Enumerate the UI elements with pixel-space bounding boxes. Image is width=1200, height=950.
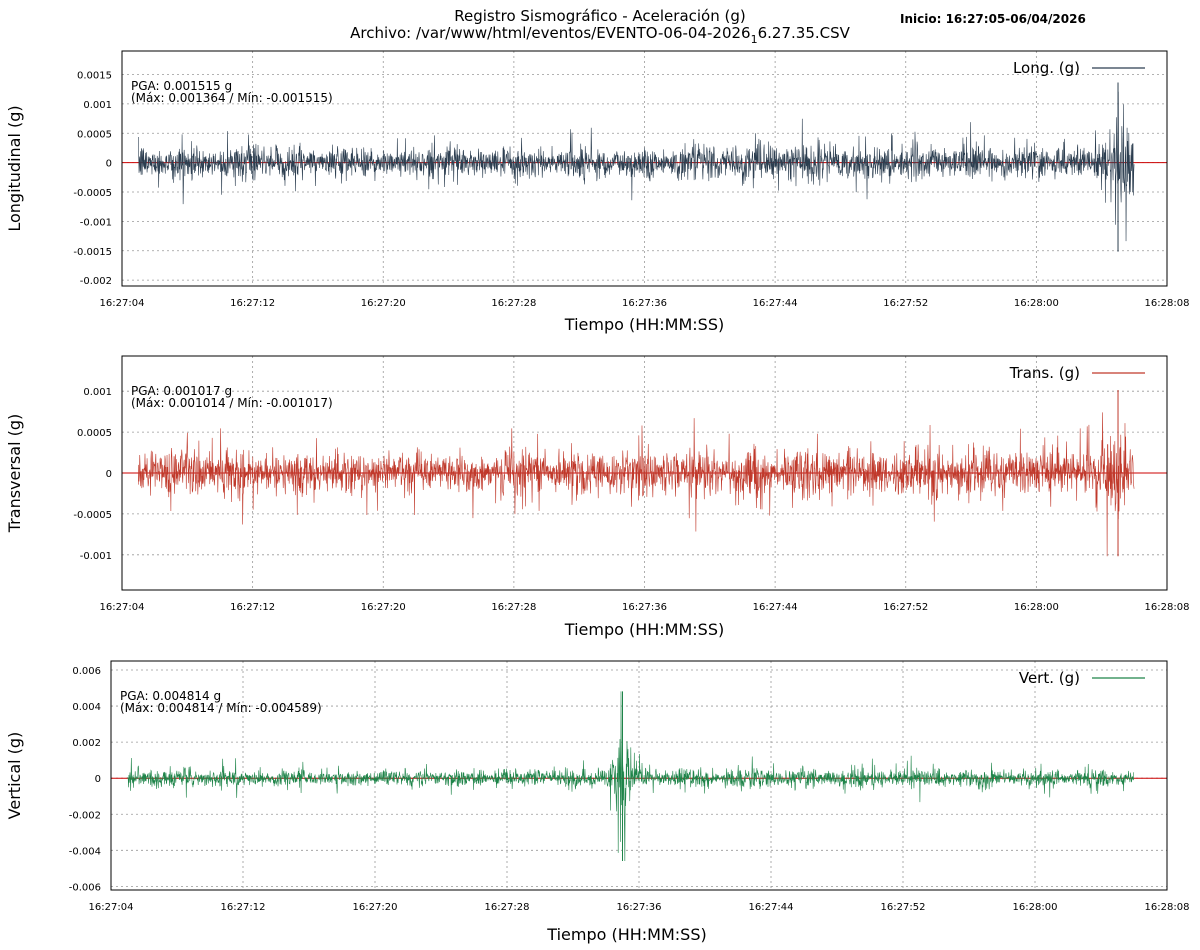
x-tick-label: 16:27:44 bbox=[753, 602, 798, 613]
x-tick-label: 16:27:04 bbox=[89, 902, 134, 913]
x-axis-label: Tiempo (HH:MM:SS) bbox=[564, 620, 724, 639]
y-tick-label: -0.002 bbox=[80, 276, 112, 287]
legend-label: Vert. (g) bbox=[1019, 669, 1080, 687]
y-tick-label: -0.001 bbox=[80, 217, 112, 228]
maxmin-label: (Máx: 0.001014 / Mín: -0.001017) bbox=[131, 396, 333, 410]
y-tick-label: 0 bbox=[106, 159, 112, 170]
x-tick-label: 16:27:04 bbox=[100, 298, 145, 309]
start-time-label: Inicio: 16:27:05-06/04/2026 bbox=[900, 12, 1086, 26]
legend-label: Long. (g) bbox=[1013, 59, 1080, 77]
chart-subtitle: Archivo: /var/www/html/eventos/EVENTO-06… bbox=[350, 24, 851, 46]
y-tick-label: -0.004 bbox=[69, 846, 101, 857]
y-tick-label: 0.0005 bbox=[77, 428, 112, 439]
x-tick-label: 16:27:44 bbox=[749, 902, 794, 913]
maxmin-label: (Máx: 0.004814 / Mín: -0.004589) bbox=[120, 701, 322, 715]
x-tick-label: 16:27:12 bbox=[221, 902, 266, 913]
legend-label: Trans. (g) bbox=[1009, 364, 1080, 382]
chart-title: Registro Sismográfico - Aceleración (g) bbox=[454, 7, 745, 25]
x-axis-label: Tiempo (HH:MM:SS) bbox=[546, 925, 706, 944]
x-tick-label: 16:27:04 bbox=[100, 602, 145, 613]
panel-transversal: 16:27:04 16:27:12 16:27:20 16:27:28 16:27:36… bbox=[5, 355, 1190, 639]
x-tick-label: 16:27:20 bbox=[353, 902, 398, 913]
pga-label: PGA: 0.001017 g bbox=[131, 384, 232, 398]
subtitle-prefix: Archivo: /var/www/html/eventos/EVENTO-06… bbox=[350, 24, 751, 42]
y-tick-label: -0.006 bbox=[69, 882, 101, 893]
maxmin-label: (Máx: 0.001364 / Mín: -0.001515) bbox=[131, 91, 333, 105]
y-tick-label: 0 bbox=[95, 774, 101, 785]
y-axis-label: Longitudinal (g) bbox=[5, 105, 24, 231]
y-tick-label: -0.0015 bbox=[73, 247, 112, 258]
waveform-longitudinal bbox=[138, 91, 1135, 242]
y-tick-label: -0.0005 bbox=[73, 188, 112, 199]
x-tick-label: 16:27:52 bbox=[881, 902, 926, 913]
y-tick-label: -0.001 bbox=[80, 551, 112, 562]
x-tick-label: 16:27:28 bbox=[485, 902, 530, 913]
x-tick-label: 16:28:08 bbox=[1145, 902, 1190, 913]
x-tick-label: 16:27:20 bbox=[361, 602, 406, 613]
x-tick-label: 16:27:28 bbox=[491, 298, 536, 309]
y-tick-label: 0.001 bbox=[83, 100, 112, 111]
x-tick-label: 16:28:08 bbox=[1145, 298, 1190, 309]
x-tick-label: 16:27:44 bbox=[753, 298, 798, 309]
plot-frame bbox=[121, 50, 1168, 287]
pga-label: PGA: 0.001515 g bbox=[131, 79, 232, 93]
x-tick-label: 16:28:00 bbox=[1013, 902, 1058, 913]
x-axis-label: Tiempo (HH:MM:SS) bbox=[564, 315, 724, 334]
x-tick-label: 16:27:28 bbox=[491, 602, 536, 613]
y-tick-label: 0.002 bbox=[72, 738, 101, 749]
plot-frame bbox=[110, 660, 1168, 891]
y-tick-label: 0.006 bbox=[72, 666, 101, 677]
x-tick-label: 16:27:52 bbox=[883, 298, 928, 309]
panel-longitudinal: 16:27:04 16:27:12 16:27:20 16:27:28 16:27:36… bbox=[5, 50, 1190, 334]
x-tick-label: 16:28:08 bbox=[1145, 602, 1190, 613]
panels: 16:27:04 16:27:12 16:27:20 16:27:28 16:27:36… bbox=[5, 50, 1190, 944]
y-tick-label: 0.004 bbox=[72, 702, 101, 713]
x-tick-label: 16:27:52 bbox=[883, 602, 928, 613]
waveform-vertical bbox=[127, 691, 1135, 861]
y-axis-label: Transversal (g) bbox=[5, 414, 24, 533]
y-tick-label: -0.002 bbox=[69, 810, 101, 821]
waveform-transversal bbox=[138, 412, 1135, 557]
subtitle-suffix: 6.27.35.CSV bbox=[758, 24, 851, 42]
x-tick-label: 16:27:36 bbox=[622, 602, 667, 613]
y-tick-label: 0.0015 bbox=[77, 71, 112, 82]
y-axis-label: Vertical (g) bbox=[5, 732, 24, 820]
x-tick-label: 16:27:36 bbox=[617, 902, 662, 913]
panel-vertical: 16:27:04 16:27:12 16:27:20 16:27:28 16:27:36… bbox=[5, 660, 1190, 944]
x-tick-label: 16:27:20 bbox=[361, 298, 406, 309]
y-tick-label: 0.001 bbox=[83, 387, 112, 398]
x-tick-label: 16:27:12 bbox=[230, 298, 275, 309]
y-tick-label: 0 bbox=[106, 469, 112, 480]
x-tick-label: 16:27:12 bbox=[230, 602, 275, 613]
plot-frame bbox=[121, 355, 1168, 591]
x-tick-label: 16:28:00 bbox=[1014, 602, 1059, 613]
subtitle-subscript: 1 bbox=[751, 33, 758, 46]
y-tick-label: 0.0005 bbox=[77, 129, 112, 140]
y-tick-label: -0.0005 bbox=[73, 510, 112, 521]
x-tick-label: 16:28:00 bbox=[1014, 298, 1059, 309]
pga-label: PGA: 0.004814 g bbox=[120, 689, 221, 703]
x-tick-label: 16:27:36 bbox=[622, 298, 667, 309]
